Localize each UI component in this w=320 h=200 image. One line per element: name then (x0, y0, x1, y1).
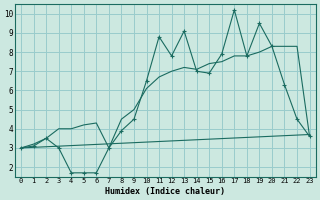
X-axis label: Humidex (Indice chaleur): Humidex (Indice chaleur) (105, 187, 225, 196)
